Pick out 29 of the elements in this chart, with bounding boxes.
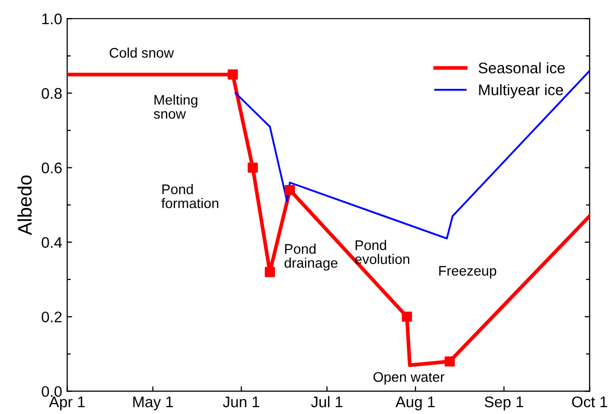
y-axis-title: Albedo [17, 175, 32, 236]
y-tick-label: 0.2 [42, 312, 62, 322]
point [248, 162, 258, 173]
legend-label: Seasonal ice [478, 62, 565, 74]
x-tick-label: Apr 1 [48, 396, 85, 410]
x-tick-label: Jun 1 [222, 396, 260, 408]
y-tick-label: 0.0 [42, 386, 62, 397]
x-tick-label: Jul 1 [311, 396, 342, 408]
annotation: Melting snow [154, 94, 198, 119]
legend-label: Multiyear ice [479, 84, 564, 98]
point [264, 266, 275, 278]
point [228, 69, 238, 80]
annotation: Pond drainage [284, 244, 338, 271]
x-tick-label: Oct 1 [572, 396, 608, 408]
x-tick-label: Sep 1 [484, 396, 524, 410]
annotation: Cold snow [110, 48, 174, 58]
y-tick-label: 0.4 [42, 237, 62, 248]
y-tick-label: 0.6 [42, 162, 62, 174]
y-tick-label: 1.0 [42, 14, 62, 24]
annotation: Pond evolution [355, 240, 410, 264]
x-tick-label: May 1 [133, 396, 173, 410]
annotation: Open water [373, 372, 444, 385]
y-tick-label: 0.8 [42, 88, 62, 99]
point [402, 312, 412, 322]
x-tick-label: Aug 1 [396, 396, 435, 410]
point [444, 356, 455, 367]
annotation: Freezeup [439, 266, 496, 278]
annotation: Pond formation [161, 184, 218, 208]
point [284, 184, 295, 196]
